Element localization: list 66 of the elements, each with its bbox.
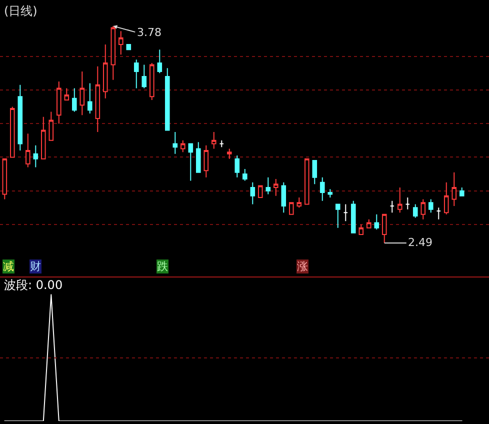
candlestick bbox=[134, 59, 139, 89]
annotation: 2.49 bbox=[408, 236, 432, 249]
candlestick bbox=[382, 214, 387, 244]
candlestick bbox=[180, 140, 186, 153]
candlestick bbox=[118, 30, 124, 56]
chart-title: 波段: 0.00 bbox=[4, 278, 63, 292]
candlestick bbox=[420, 198, 426, 220]
candlestick bbox=[188, 143, 194, 182]
candlestick bbox=[18, 84, 23, 151]
candlestick bbox=[412, 204, 418, 218]
candlestick bbox=[126, 44, 132, 50]
candlestick bbox=[374, 214, 380, 230]
candlestick bbox=[444, 182, 449, 215]
candlestick bbox=[328, 188, 333, 198]
candlestick bbox=[204, 144, 209, 178]
candlestick bbox=[56, 81, 62, 124]
candlestick bbox=[459, 186, 464, 196]
candlestick bbox=[103, 44, 108, 99]
candlestick bbox=[226, 148, 232, 160]
candlestick bbox=[64, 88, 70, 101]
candlestick bbox=[358, 224, 364, 236]
candlestick bbox=[335, 204, 340, 228]
candlestick bbox=[72, 88, 77, 112]
text: 减 bbox=[3, 260, 14, 273]
candlestick bbox=[164, 68, 170, 131]
candlestick bbox=[405, 197, 410, 210]
candlestick bbox=[10, 106, 15, 158]
candlestick bbox=[242, 168, 248, 182]
candlestick bbox=[41, 116, 46, 160]
candlestick bbox=[428, 198, 434, 214]
candlestick bbox=[234, 155, 240, 178]
candlestick bbox=[366, 218, 372, 228]
candlestick bbox=[219, 140, 224, 148]
text: 涨 bbox=[297, 260, 308, 273]
candlestick bbox=[95, 66, 100, 132]
candlestick bbox=[142, 64, 147, 89]
candlestick bbox=[80, 70, 85, 116]
annotation: 3.78 bbox=[137, 26, 162, 39]
candlestick bbox=[397, 186, 402, 214]
candlestick bbox=[172, 131, 178, 154]
candlestick bbox=[281, 182, 286, 214]
candlestick bbox=[48, 111, 54, 141]
candlestick bbox=[33, 144, 38, 168]
candlestick bbox=[273, 178, 278, 196]
candlestick bbox=[266, 176, 271, 195]
candlestick bbox=[436, 207, 442, 220]
candlestick bbox=[157, 49, 162, 74]
candlestick bbox=[211, 131, 216, 150]
text: 跌 bbox=[157, 260, 168, 273]
candlestick bbox=[196, 142, 201, 173]
candlestick bbox=[452, 172, 457, 206]
candlestick bbox=[390, 200, 395, 214]
candlestick bbox=[88, 82, 92, 114]
candlestick bbox=[312, 160, 318, 185]
candlestick bbox=[350, 200, 356, 234]
candlestick bbox=[250, 182, 256, 205]
candlestick bbox=[320, 176, 325, 202]
candlestick bbox=[26, 133, 30, 168]
text: 财 bbox=[30, 260, 41, 273]
chart-title: (日线) bbox=[4, 4, 38, 18]
candlestick bbox=[296, 197, 302, 208]
candlestick bbox=[304, 158, 310, 205]
candlestick bbox=[343, 204, 348, 222]
candlestick bbox=[258, 185, 263, 198]
candlestick bbox=[288, 202, 294, 215]
candlestick bbox=[149, 62, 154, 101]
